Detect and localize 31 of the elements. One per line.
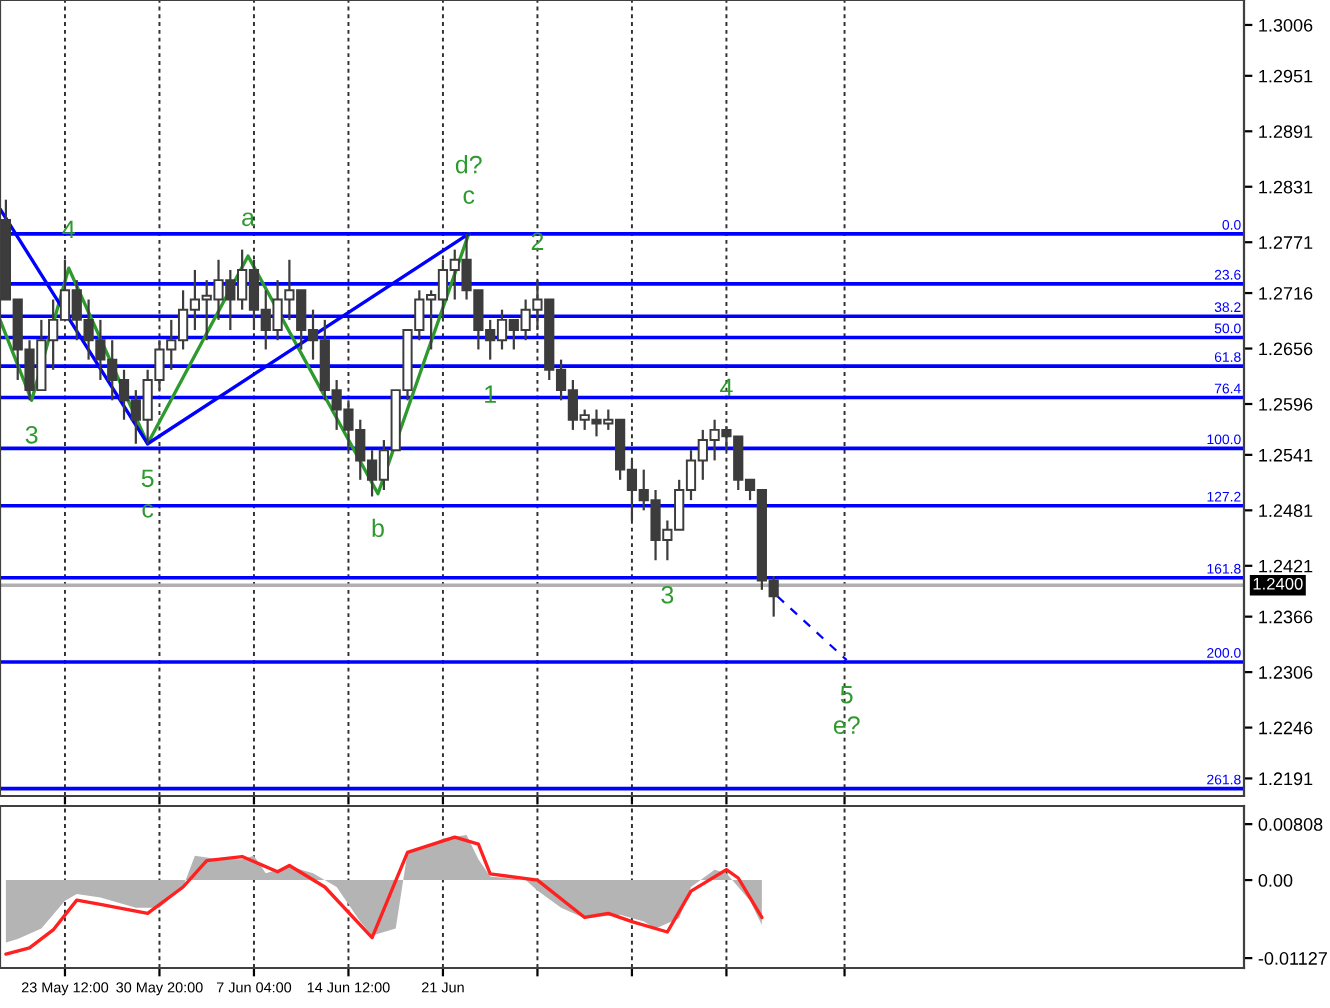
y-tick-label: 1.2771 <box>1259 236 1313 249</box>
y-tick-label: 1.2481 <box>1259 504 1313 518</box>
y-tick-label: 1.2541 <box>1259 448 1313 462</box>
annotation: e? <box>833 716 860 735</box>
y-tick-label: 1.2716 <box>1259 287 1313 300</box>
annotation: 3 <box>661 585 674 604</box>
annotation: c <box>463 190 475 204</box>
y-tick-label: 1.2656 <box>1259 342 1313 356</box>
annotation: 3 <box>25 425 38 444</box>
y-tick-label: 1.2366 <box>1259 610 1313 624</box>
y-tick-label: 1.2421 <box>1259 559 1313 573</box>
annotation: 4 <box>720 378 733 397</box>
annotation: 5 <box>840 686 853 704</box>
y-tick-label: 1.2831 <box>1259 180 1313 194</box>
y-tick-label: 1.3006 <box>1259 18 1313 32</box>
y-tick-label: -0.01127 <box>1258 952 1327 965</box>
y-tick-label: 1.2891 <box>1259 125 1313 138</box>
annotation: a <box>242 212 255 227</box>
y-tick-label: 1.2306 <box>1259 666 1313 679</box>
annotation: 2 <box>531 232 544 250</box>
annotation: 5 <box>141 469 154 488</box>
y-tick-label: 1.2191 <box>1259 772 1313 786</box>
y-tick-label: 0.00808 <box>1258 818 1323 831</box>
y-tick-label: 1.2951 <box>1259 69 1313 83</box>
y-tick-label: 1.2246 <box>1259 721 1313 735</box>
annotation: b <box>372 518 384 538</box>
annotation: d? <box>455 155 482 174</box>
y-tick-label: 1.2596 <box>1259 397 1313 411</box>
ref-line-label: 1.2400 <box>1253 577 1303 590</box>
annotation: c <box>142 503 154 518</box>
y-tick-label: 0.00 <box>1258 874 1293 887</box>
